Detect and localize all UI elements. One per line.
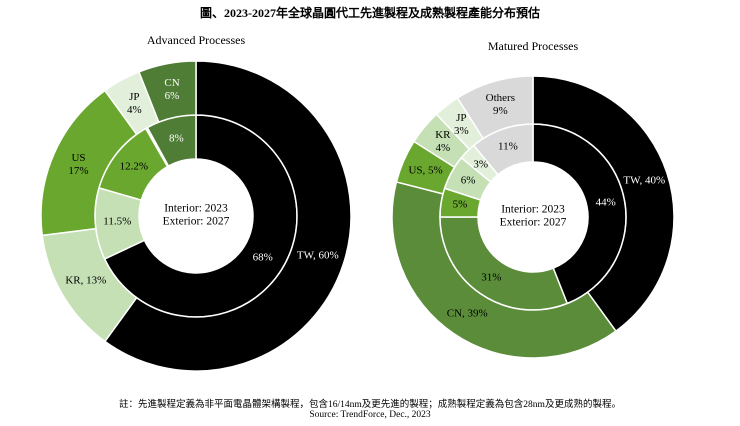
data-label: 11.5% xyxy=(103,215,132,228)
source: Source: TrendForce, Dec., 2023 xyxy=(309,410,431,420)
data-label: US, 5% xyxy=(408,164,443,177)
data-label: 3% xyxy=(473,158,489,171)
data-label: 6% xyxy=(460,174,476,187)
data-label: KR, 13% xyxy=(65,274,107,287)
data-label: Others 9% xyxy=(485,91,516,117)
data-label: TW, 60% xyxy=(296,249,339,262)
data-label: 31% xyxy=(481,271,502,284)
center-label: Exterior: 2027 xyxy=(162,215,230,228)
center-label: Exterior: 2027 xyxy=(499,216,567,229)
data-label: CN 6% xyxy=(164,77,180,103)
data-label: KR 4% xyxy=(435,129,451,155)
data-label: 11% xyxy=(498,140,518,153)
donut-segment xyxy=(137,60,197,124)
donut-segment xyxy=(532,75,675,333)
donut-segment xyxy=(391,181,617,359)
chart-title: Matured Processes xyxy=(487,39,579,53)
donut-segment xyxy=(103,60,352,372)
donut-segment xyxy=(456,75,534,140)
data-label: JP 4% xyxy=(126,90,142,116)
note: 註：先進製程定義為非平面電晶體架構製程，包含16/14nm及更先進的製程；成熟製… xyxy=(119,400,621,410)
data-label: JP 3% xyxy=(453,111,469,137)
data-label: CN, 39% xyxy=(446,307,488,320)
data-label: US 17% xyxy=(68,152,89,178)
data-label: 68% xyxy=(252,251,273,264)
center-label: Interior: 2023 xyxy=(164,202,228,215)
data-label: 12.2% xyxy=(119,160,149,173)
data-label: 44% xyxy=(595,196,616,209)
chart-title: Advanced Processes xyxy=(146,33,246,47)
data-label: 8% xyxy=(169,132,184,145)
page-title: 圖、2023-2027年全球晶圓代工先進製程及成熟製程產能分布預估 xyxy=(200,6,540,20)
data-label: TW, 40% xyxy=(623,174,666,187)
data-label: 5% xyxy=(452,198,468,211)
center-label: Interior: 2023 xyxy=(501,203,565,216)
